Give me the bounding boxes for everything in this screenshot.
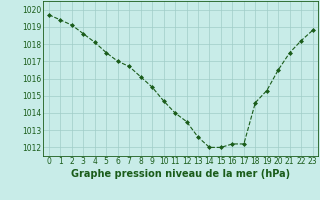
X-axis label: Graphe pression niveau de la mer (hPa): Graphe pression niveau de la mer (hPa) — [71, 169, 290, 179]
